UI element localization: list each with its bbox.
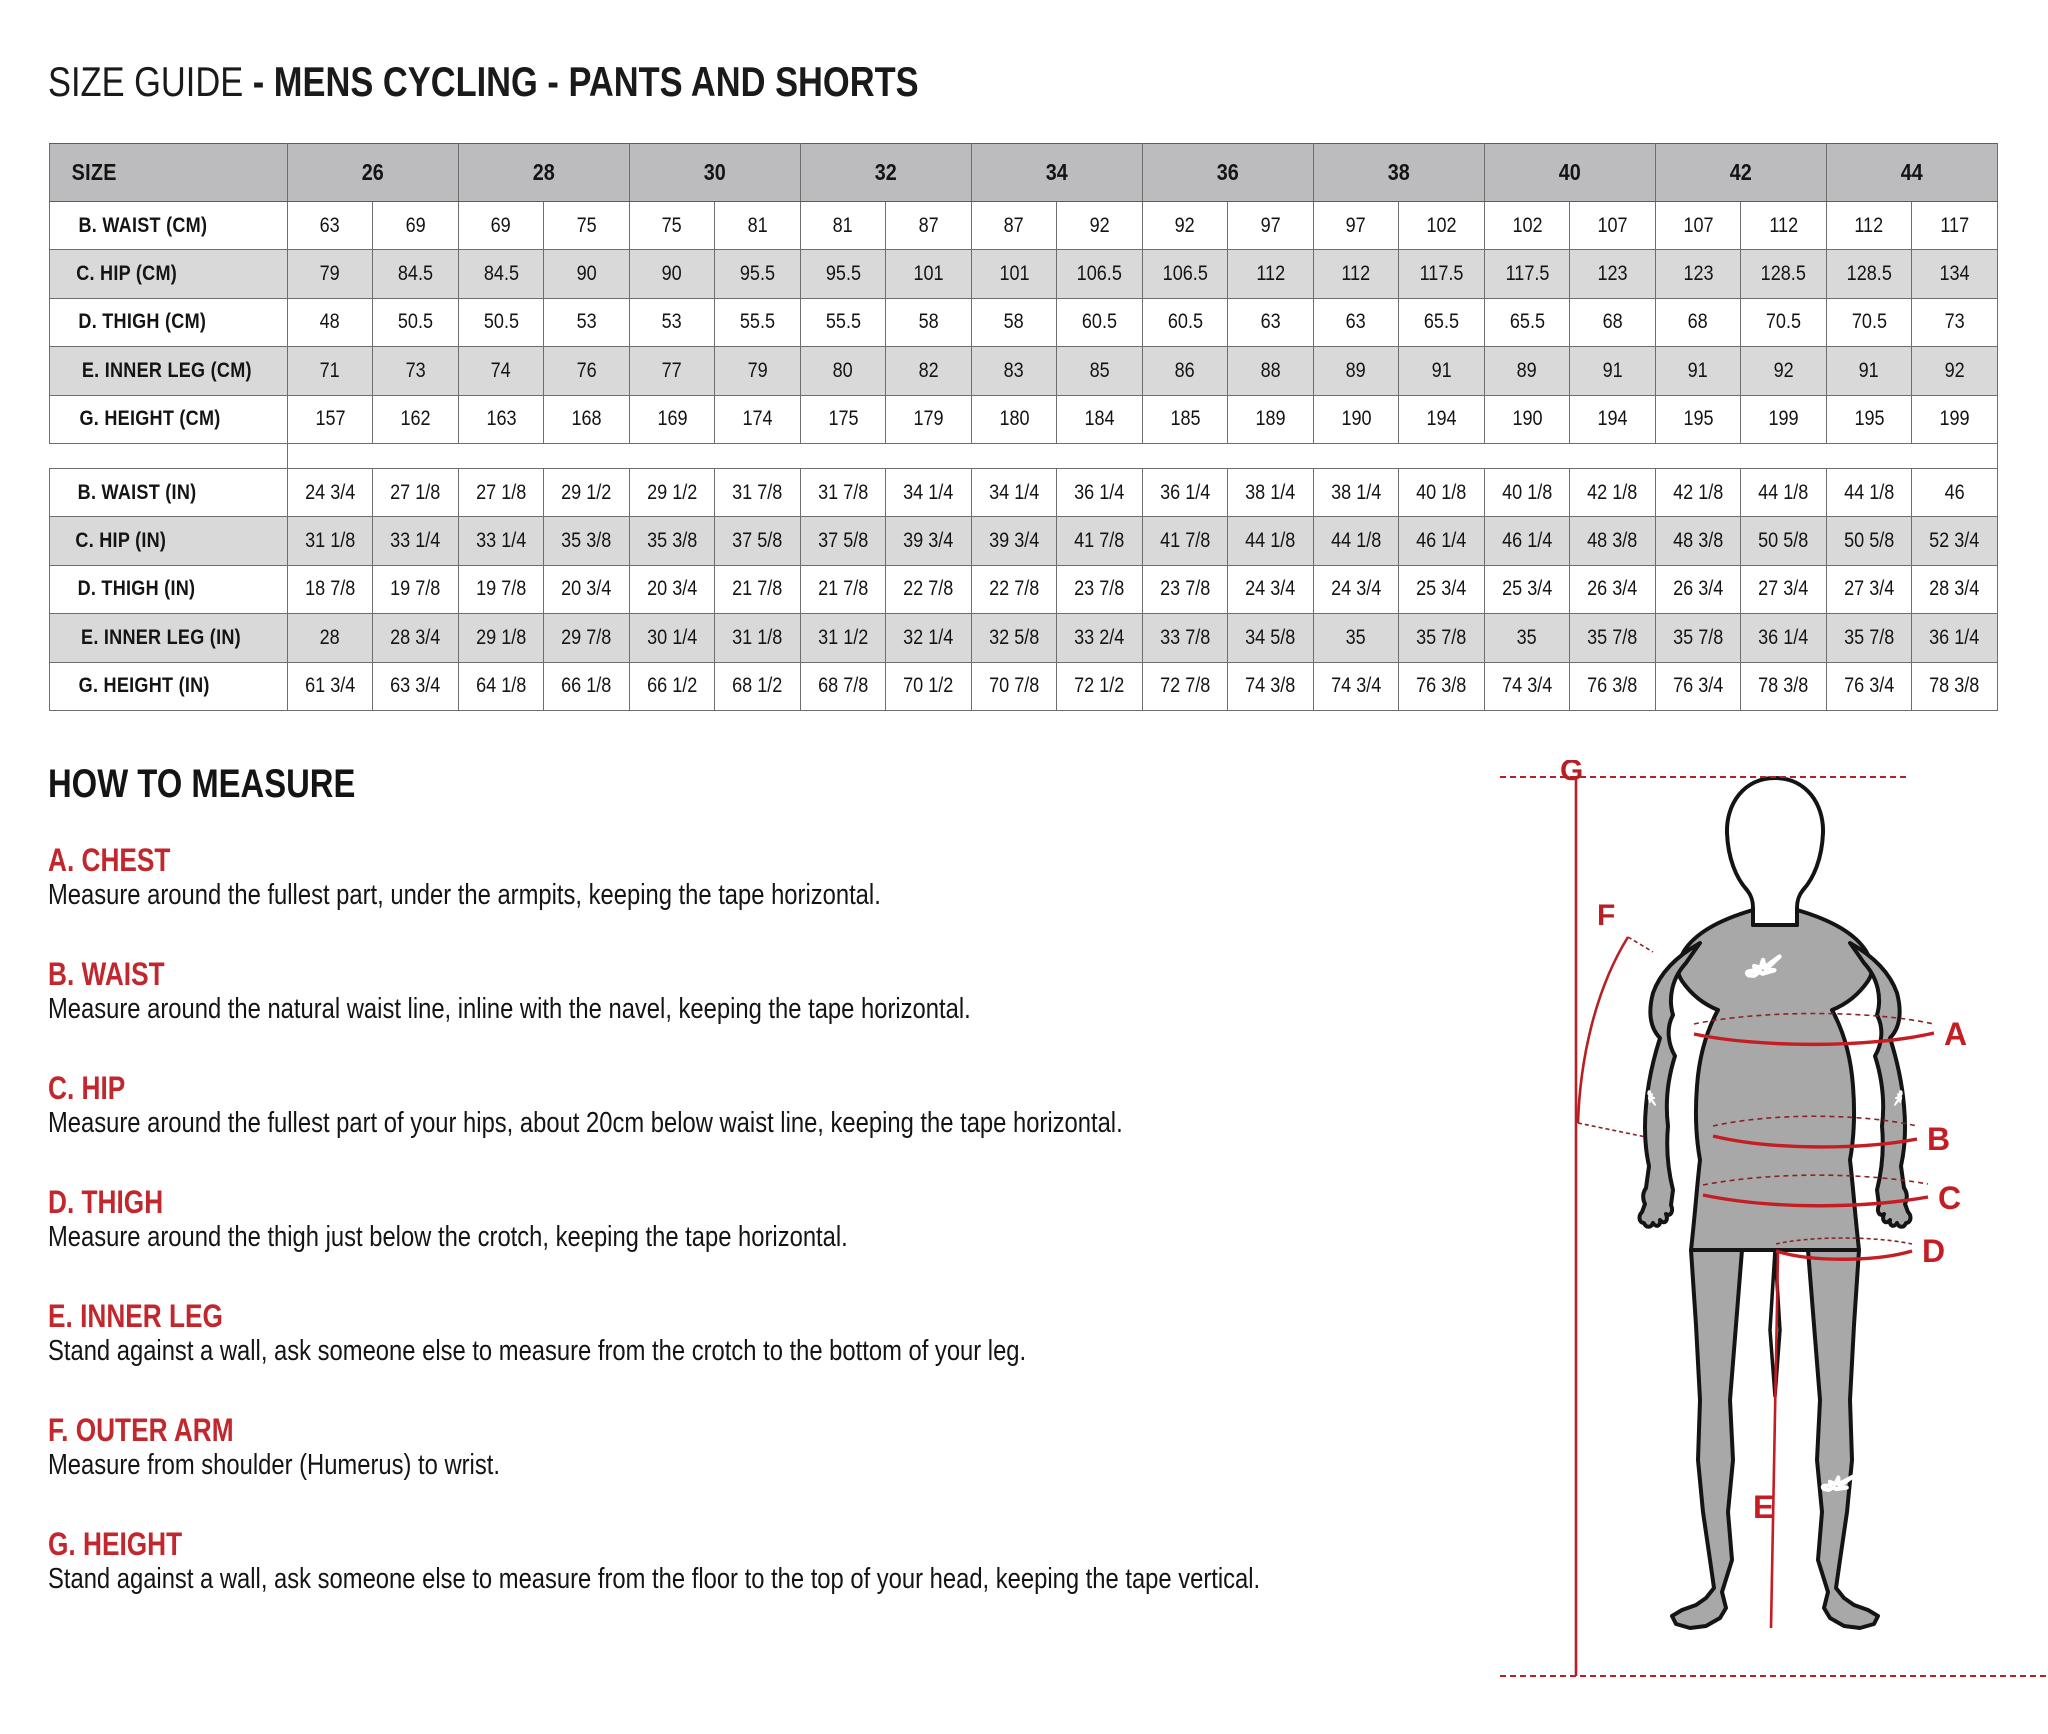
svg-text:A: A [1944, 1016, 1967, 1052]
svg-text:F: F [1597, 899, 1615, 932]
svg-text:E: E [1753, 1489, 1774, 1525]
svg-text:C: C [1938, 1180, 1961, 1216]
svg-text:D: D [1922, 1233, 1945, 1269]
svg-text:B: B [1927, 1121, 1950, 1157]
svg-text:G: G [1560, 760, 1583, 787]
